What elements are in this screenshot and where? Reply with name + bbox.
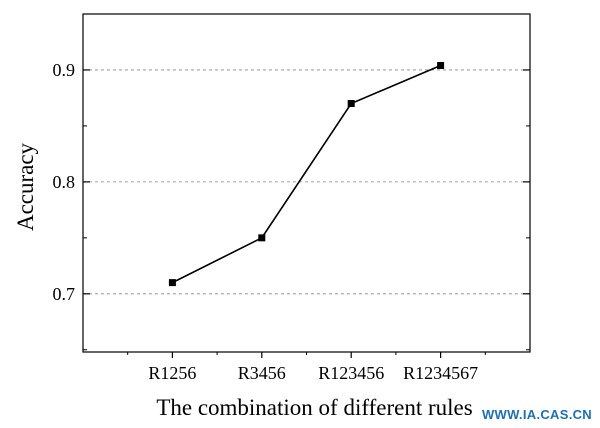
x-axis-title: The combination of different rules [156,395,472,420]
x-tick-label: R1234567 [403,363,478,383]
series-line [172,64,441,284]
data-point-marker [347,100,355,108]
plot-frame [82,13,531,353]
site-watermark: WWW.IA.CAS.CN [481,407,592,422]
x-tick-label: R123456 [318,363,384,383]
y-tick-label: 0.9 [53,60,76,80]
series-accuracy [168,61,445,287]
y-tick-label: 0.8 [53,172,76,192]
x-tick-label: R3456 [238,363,286,383]
y-axis-title: Accuracy [13,142,38,231]
data-point-marker [168,279,176,287]
data-point-marker [437,61,445,69]
data-point-marker [258,234,266,242]
y-tick-label: 0.7 [53,284,76,304]
x-tick-labels: R1256 R3456 R123456 R1234567 [148,363,478,383]
y-tick-labels: 0.7 0.8 0.9 [53,60,76,304]
x-tick-label: R1256 [148,363,196,383]
gridlines [83,69,530,295]
axis-ticks [83,69,530,358]
